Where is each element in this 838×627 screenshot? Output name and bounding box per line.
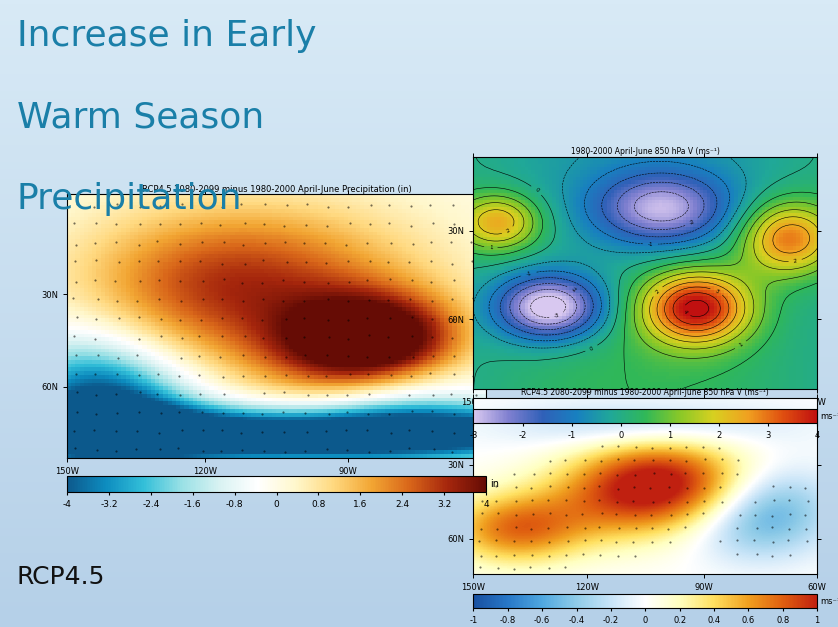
Text: 2: 2 (505, 228, 511, 234)
Text: RCP4.5: RCP4.5 (17, 566, 105, 589)
Text: 0: 0 (534, 187, 540, 193)
Text: 4: 4 (682, 309, 688, 314)
Text: 1: 1 (489, 245, 493, 250)
Text: -1: -1 (525, 271, 532, 277)
Title: 1980-2000 April-June 850 hPa V (ms⁻¹): 1980-2000 April-June 850 hPa V (ms⁻¹) (571, 147, 720, 156)
Text: 1: 1 (737, 342, 743, 348)
Text: ms⁻¹: ms⁻¹ (820, 597, 838, 606)
Text: Warm Season: Warm Season (17, 100, 264, 134)
Text: -1: -1 (648, 241, 654, 246)
Text: -2: -2 (571, 286, 577, 293)
Text: -3: -3 (553, 313, 560, 319)
Title: RCP4.5 2080-2099 minus 1980-2000 April-June Precipitation (in): RCP4.5 2080-2099 minus 1980-2000 April-J… (142, 184, 411, 194)
Text: 3: 3 (714, 288, 719, 294)
Text: ms⁻¹: ms⁻¹ (820, 412, 838, 421)
Text: 0: 0 (589, 345, 594, 351)
Text: -2: -2 (689, 219, 696, 226)
Title: RCP4.5 2080-2099 minus 1980-2000 April-June 850 hPa V (ms⁻¹): RCP4.5 2080-2099 minus 1980-2000 April-J… (521, 388, 769, 398)
Text: Precipitation: Precipitation (17, 182, 242, 216)
Text: 2: 2 (793, 258, 798, 264)
Text: in: in (490, 479, 499, 489)
Text: 2: 2 (654, 288, 660, 294)
Text: Increase in Early: Increase in Early (17, 19, 316, 53)
